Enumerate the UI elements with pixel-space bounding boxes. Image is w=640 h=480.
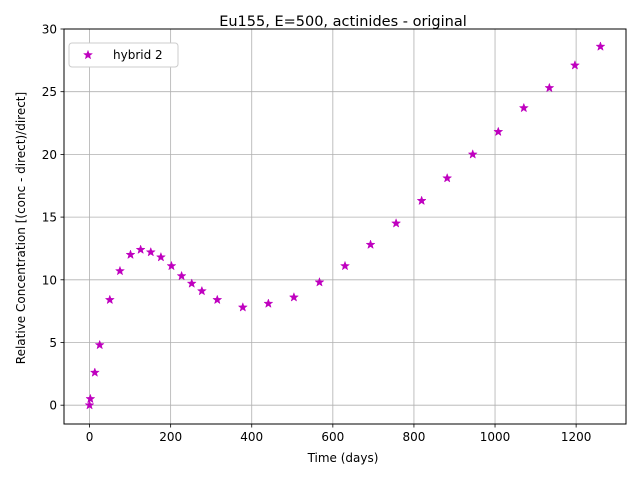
grid: [64, 28, 626, 424]
legend: hybrid 2: [68, 42, 179, 68]
data-point: [89, 367, 100, 377]
data-point: [166, 260, 177, 271]
legend-label: hybrid 2: [113, 48, 163, 62]
data-point: [442, 172, 453, 183]
y-tick-label: 10: [42, 273, 57, 287]
data-point: [391, 218, 402, 228]
x-axis-label: Time (days): [307, 451, 379, 465]
data-point: [339, 260, 351, 271]
y-tick-label: 20: [42, 148, 57, 162]
x-tick-label: 600: [321, 430, 344, 444]
x-tick-label: 800: [402, 430, 425, 444]
ticks: 0 200 400 600 800 1000 1200 0 5 10 15 20 25 30: [42, 23, 592, 445]
plot-frame: [63, 28, 627, 425]
data-points: [84, 41, 606, 410]
y-axis-label: Relative Concentration [(conc - direct)/…: [14, 92, 28, 364]
data-point: [145, 246, 156, 257]
legend-marker: [82, 49, 94, 60]
data-point: [186, 278, 197, 288]
data-point: [114, 265, 126, 276]
x-tick-label: 400: [240, 430, 263, 444]
x-tick-label: 200: [159, 430, 182, 444]
data-point: [595, 41, 606, 51]
data-point: [155, 251, 166, 262]
data-point: [104, 294, 115, 305]
data-point: [125, 249, 136, 260]
data-point: [85, 393, 96, 404]
data-point: [569, 60, 580, 70]
data-point: [196, 285, 207, 296]
chart-title: Eu155, E=500, actinides - original: [219, 14, 467, 30]
data-point: [237, 302, 248, 312]
data-point: [94, 339, 105, 350]
data-point: [263, 298, 274, 308]
data-point: [416, 195, 427, 206]
data-point: [288, 292, 299, 302]
data-point: [467, 149, 478, 159]
data-point: [365, 239, 376, 249]
x-tick-label: 1200: [561, 430, 592, 444]
legend-box: [68, 42, 179, 68]
y-tick-label: 15: [42, 211, 57, 225]
data-point: [84, 399, 95, 410]
y-tick-label: 0: [49, 399, 57, 413]
y-tick-label: 30: [42, 23, 57, 37]
data-point: [544, 82, 555, 93]
y-tick-label: 5: [49, 336, 57, 350]
data-point: [518, 102, 529, 113]
y-tick-label: 25: [42, 85, 57, 99]
data-point: [212, 294, 223, 305]
data-point: [176, 270, 187, 281]
x-tick-label: 0: [86, 430, 94, 444]
data-point: [135, 244, 146, 255]
data-point: [314, 276, 325, 287]
x-tick-label: 1000: [480, 430, 511, 444]
data-point: [493, 126, 504, 137]
